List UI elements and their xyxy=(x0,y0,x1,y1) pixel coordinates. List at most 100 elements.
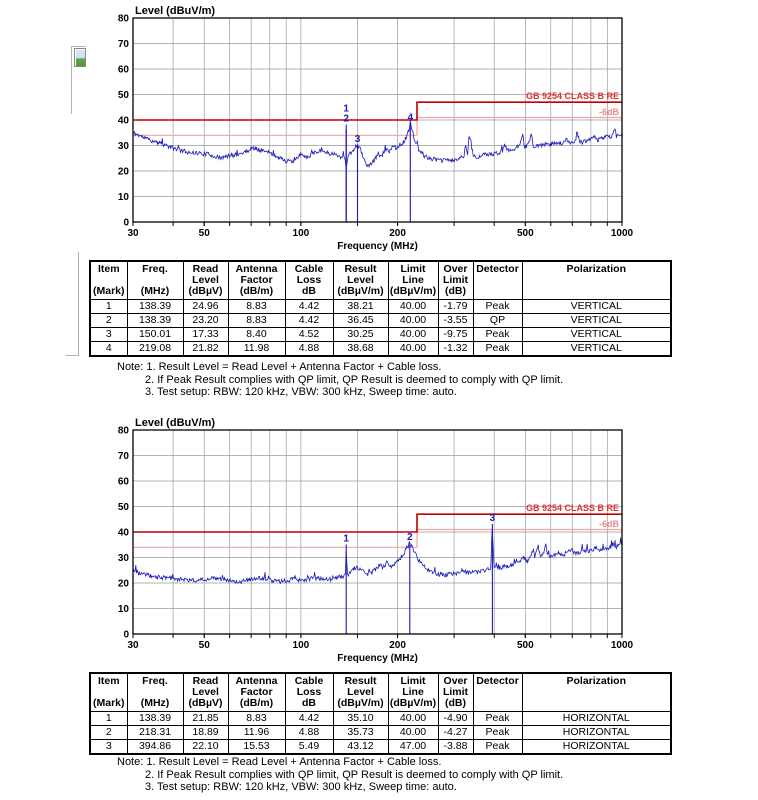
note-line: 2. If Peak Result complies with QP limit… xyxy=(145,373,564,386)
table-cell: 8.83 xyxy=(227,313,286,328)
table-cell: -3.88 xyxy=(437,739,474,755)
table-cell: 4 xyxy=(89,341,128,357)
column-header: Result Level (dBµV/m) xyxy=(332,672,389,712)
table-cell: VERTICAL xyxy=(521,299,672,314)
table-cell: HORIZONTAL xyxy=(521,711,672,726)
table-cell: 47.00 xyxy=(387,739,439,755)
table-cell: 30.25 xyxy=(332,327,389,342)
table-cell: 3 xyxy=(89,739,128,755)
table-cell: -1.79 xyxy=(437,299,474,314)
table-cell: 1 xyxy=(89,711,128,726)
limit-line-label: GB 9254 CLASS B RE xyxy=(526,503,619,513)
marker-label: 2 xyxy=(343,114,349,125)
table-cell: 8.40 xyxy=(227,327,286,342)
table-cell: 4.42 xyxy=(284,313,334,328)
notes-vertical: Note: 1. Result Level = Read Level + Ant… xyxy=(117,361,563,397)
svg-text:50: 50 xyxy=(199,640,211,651)
table-cell: HORIZONTAL xyxy=(521,739,672,755)
table-cell: 4.88 xyxy=(284,341,334,357)
table-row: 3 394.86 22.10 15.53 5.49 43.12 47.00 -3.88 Peak… xyxy=(89,739,672,755)
svg-text:200: 200 xyxy=(389,228,406,239)
svg-text:30: 30 xyxy=(118,141,130,152)
table-cell: 3 xyxy=(89,327,128,342)
table-cell: 36.45 xyxy=(332,313,389,328)
note-line: 2. If Peak Result complies with QP limit… xyxy=(145,768,564,781)
y-axis-labels: 0 10 20 30 40 50 60 70 80 xyxy=(118,426,130,641)
y-axis-labels: 0 10 20 30 40 50 60 70 80 xyxy=(118,14,130,229)
svg-text:0: 0 xyxy=(123,218,129,229)
column-header: Item (Mark) xyxy=(89,260,128,300)
note-line: 3. Test setup: RBW: 120 kHz, VBW: 300 kH… xyxy=(145,386,457,397)
svg-text:80: 80 xyxy=(118,14,130,25)
table-cell: 18.89 xyxy=(182,725,229,740)
limit-lines: GB 9254 CLASS B RE -6dB xyxy=(133,91,622,136)
table-cell: 17.33 xyxy=(182,327,229,342)
table-cell: 150.01 xyxy=(126,327,184,342)
table-cell: 138.39 xyxy=(126,711,184,726)
table-cell: 40.00 xyxy=(387,341,439,357)
plot-border xyxy=(132,429,623,635)
column-header: Limit Line (dBµV/m) xyxy=(387,260,439,300)
chart-title: Level (dBuV/m) xyxy=(135,418,215,429)
svg-text:200: 200 xyxy=(389,640,406,651)
svg-text:100: 100 xyxy=(293,640,310,651)
table-header-row: Item (Mark) Freq. (MHz) Read Level (dBµV) Anten… xyxy=(89,260,672,300)
column-header: Cable Loss dB xyxy=(284,672,334,712)
table-cell: 138.39 xyxy=(126,299,184,314)
svg-text:20: 20 xyxy=(118,167,130,178)
limit-offset-label: -6dB xyxy=(599,107,620,117)
table-cell: 2 xyxy=(89,725,128,740)
table-cell: VERTICAL xyxy=(521,313,672,328)
grid xyxy=(132,18,623,226)
svg-text:30: 30 xyxy=(127,640,139,651)
table-cell: 35.73 xyxy=(332,725,389,740)
table-cell: 1 xyxy=(89,299,128,314)
table-cell: 4.88 xyxy=(284,725,334,740)
table-cell: 394.86 xyxy=(126,739,184,755)
table-cell: 40.00 xyxy=(387,313,439,328)
column-header: Limit Line (dBµV/m) xyxy=(387,672,439,712)
table-cell: 35.10 xyxy=(332,711,389,726)
frame-edge-left xyxy=(71,46,72,114)
table-cell: -3.55 xyxy=(437,313,474,328)
table-cell: 40.00 xyxy=(387,725,439,740)
table-cell: Peak xyxy=(472,341,523,357)
table-cell: -4.90 xyxy=(437,711,474,726)
table-cell: -1.32 xyxy=(437,341,474,357)
broken-image-icon xyxy=(74,48,86,67)
table-cell: 4.52 xyxy=(284,327,334,342)
table-cell: 11.98 xyxy=(227,341,286,357)
column-header: Freq. (MHz) xyxy=(126,672,184,712)
svg-text:50: 50 xyxy=(118,90,130,101)
table-cell: -4.27 xyxy=(437,725,474,740)
table-cell: 8.83 xyxy=(227,299,286,314)
table-cell: 21.82 xyxy=(182,341,229,357)
table-cell: QP xyxy=(472,313,523,328)
column-header: Antenna Factor (dB/m) xyxy=(227,260,286,300)
table-cell: 38.21 xyxy=(332,299,389,314)
column-header: Item (Mark) xyxy=(89,672,128,712)
column-header: Result Level (dBµV/m) xyxy=(332,260,389,300)
table-cell: 38.68 xyxy=(332,341,389,357)
column-header: Polarization xyxy=(521,672,672,712)
table-cell: 23.20 xyxy=(182,313,229,328)
svg-text:30: 30 xyxy=(127,228,139,239)
emission-trace xyxy=(132,528,623,585)
table-row: 1 138.39 21.85 8.83 4.42 35.10 40.00 -4.90 Peak H… xyxy=(89,711,672,726)
table-cell: VERTICAL xyxy=(521,327,672,342)
limit-offset-label: -6dB xyxy=(599,519,620,529)
table-cell: Peak xyxy=(472,711,523,726)
column-header: Detector xyxy=(472,672,523,712)
svg-text:60: 60 xyxy=(118,65,130,76)
table-cell: 11.96 xyxy=(227,725,286,740)
table-cell: 218.31 xyxy=(126,725,184,740)
note-line: Note: 1. Result Level = Read Level + Ant… xyxy=(117,756,442,768)
column-header: Antenna Factor (dB/m) xyxy=(227,672,286,712)
column-header: Over Limit (dB) xyxy=(437,672,474,712)
table-cell: 4.42 xyxy=(284,711,334,726)
svg-text:70: 70 xyxy=(118,39,130,50)
marker-label: 4 xyxy=(408,112,414,123)
table-row: 3 150.01 17.33 8.40 4.52 30.25 40.00 -9.75 Peak V… xyxy=(89,327,672,342)
marker-label: 2 xyxy=(407,532,413,543)
